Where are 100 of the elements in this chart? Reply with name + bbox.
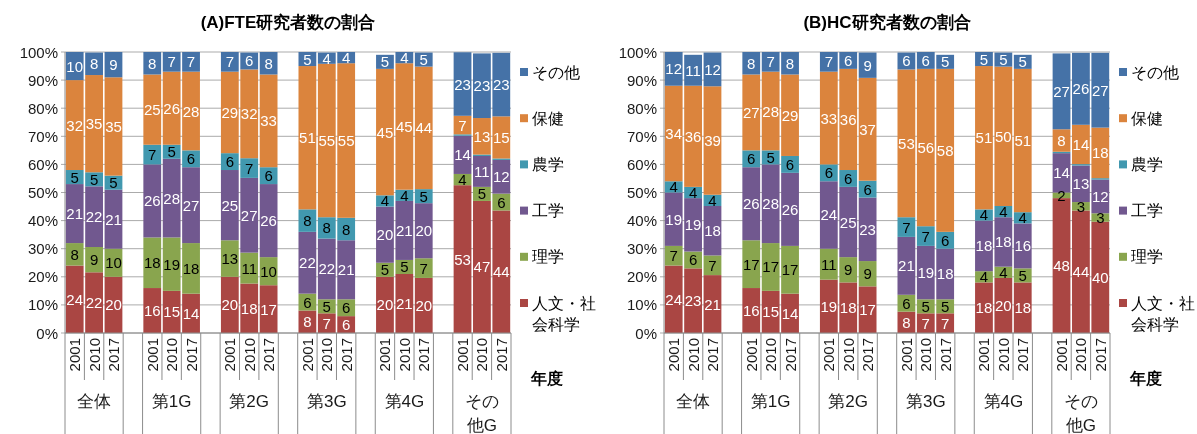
- data-label: 34: [665, 124, 683, 142]
- data-label: 7: [225, 53, 234, 71]
- x-tick-label: 2001: [742, 338, 760, 372]
- x-tick-label: 2017: [337, 338, 355, 372]
- data-label: 39: [704, 132, 721, 150]
- text: 第2G: [229, 391, 270, 411]
- data-label: 21: [396, 294, 413, 312]
- data-label: 4: [322, 49, 331, 67]
- title: (A)FTE研究者数の割合: [200, 12, 376, 32]
- data-label: 24: [820, 206, 838, 224]
- data-label: 19: [684, 216, 702, 234]
- data-label: 5: [167, 143, 176, 161]
- data-label: 19: [820, 297, 838, 315]
- y-tick-label: 90%: [27, 71, 58, 89]
- data-label: 32: [66, 116, 84, 134]
- y-tick-label: 0%: [36, 324, 58, 342]
- x-tick-label: 2001: [665, 338, 683, 372]
- text: 全体: [77, 391, 112, 411]
- data-label: 11: [241, 259, 258, 277]
- data-label: 22: [299, 254, 316, 272]
- x-axis-title: 年度: [530, 368, 563, 387]
- y-tick-label: 50%: [27, 184, 58, 201]
- data-label: 24: [66, 290, 84, 308]
- data-label: 5: [1018, 53, 1027, 71]
- x-tick-label: 2001: [143, 338, 161, 372]
- data-label: 6: [785, 155, 795, 173]
- legend-label: その他: [532, 63, 580, 81]
- data-label: 16: [1014, 237, 1032, 255]
- legend-label: 工学: [1131, 202, 1163, 220]
- data-label: 4: [979, 206, 989, 224]
- data-label: 45: [376, 123, 394, 141]
- data-label: 17: [742, 255, 760, 273]
- data-label: 4: [380, 192, 390, 210]
- data-label: 27: [1053, 82, 1070, 100]
- data-label: 27: [1091, 81, 1109, 99]
- data-label: 15: [762, 303, 779, 321]
- data-label: 21: [396, 221, 413, 239]
- data-label: 53: [454, 250, 471, 268]
- data-label: 12: [704, 60, 721, 78]
- data-label: 17: [260, 300, 277, 318]
- y-tick-label: 30%: [27, 240, 58, 258]
- data-label: 8: [785, 54, 795, 72]
- data-label: 44: [1072, 263, 1090, 281]
- data-label: 23: [684, 292, 702, 310]
- data-label: 9: [863, 265, 872, 283]
- data-label: 6: [497, 193, 506, 211]
- data-label: 26: [1072, 80, 1090, 98]
- data-label: 44: [492, 263, 510, 281]
- data-label: 18: [975, 237, 993, 255]
- data-label: 5: [419, 187, 428, 205]
- data-label: 5: [400, 258, 409, 276]
- data-label: 29: [781, 106, 799, 124]
- data-label: 18: [240, 299, 258, 317]
- data-label: 25: [143, 101, 161, 119]
- data-label: 12: [1091, 187, 1109, 205]
- data-label: 5: [380, 261, 390, 279]
- data-label: 19: [665, 210, 683, 228]
- data-label: 7: [902, 218, 911, 236]
- x-tick-label: 2010: [1072, 338, 1090, 372]
- x-tick-label: 2017: [492, 338, 510, 372]
- x-tick-label: 2001: [897, 338, 915, 372]
- data-label: 18: [1014, 299, 1032, 317]
- data-label: 35: [85, 115, 103, 133]
- data-label: 20: [376, 296, 394, 314]
- data-label: 11: [685, 61, 701, 79]
- data-label: 6: [747, 150, 756, 168]
- data-label: 4: [979, 268, 989, 286]
- data-label: 7: [167, 53, 176, 71]
- data-label: 6: [688, 251, 698, 269]
- legend-label: 理学: [1131, 248, 1163, 266]
- data-label: 58: [936, 141, 954, 159]
- data-label: 8: [70, 245, 79, 263]
- data-label: 7: [766, 53, 775, 71]
- y-tick-label: 60%: [27, 155, 58, 173]
- data-label: 8: [342, 220, 351, 238]
- data-label: 20: [221, 296, 239, 314]
- y-tick-label: 80%: [27, 99, 58, 117]
- legend-label: 人文・社会科学: [1131, 294, 1195, 333]
- y-tick-label: 100%: [19, 43, 58, 61]
- data-label: 23: [454, 75, 471, 93]
- legend-label: 農学: [1131, 155, 1163, 173]
- data-label: 7: [708, 256, 717, 274]
- y-tick-label: 100%: [618, 43, 657, 61]
- data-label: 6: [844, 51, 853, 69]
- y-tick-label: 0%: [635, 324, 657, 342]
- text: 第4G: [983, 391, 1024, 411]
- x-tick-label: 2010: [917, 338, 935, 372]
- data-label: 4: [669, 178, 678, 196]
- data-label: 25: [839, 213, 857, 231]
- data-label: 4: [999, 263, 1008, 281]
- data-label: 18: [704, 222, 721, 240]
- x-tick-label: 2010: [684, 338, 702, 372]
- legend-label: 保健: [532, 109, 564, 127]
- data-label: 5: [941, 297, 950, 315]
- data-label: 6: [902, 294, 911, 312]
- data-label: 8: [264, 54, 273, 72]
- data-label: 6: [303, 293, 312, 311]
- data-label: 21: [704, 295, 721, 313]
- x-tick-label: 2010: [163, 338, 181, 372]
- x-tick-label: 2017: [1014, 338, 1032, 372]
